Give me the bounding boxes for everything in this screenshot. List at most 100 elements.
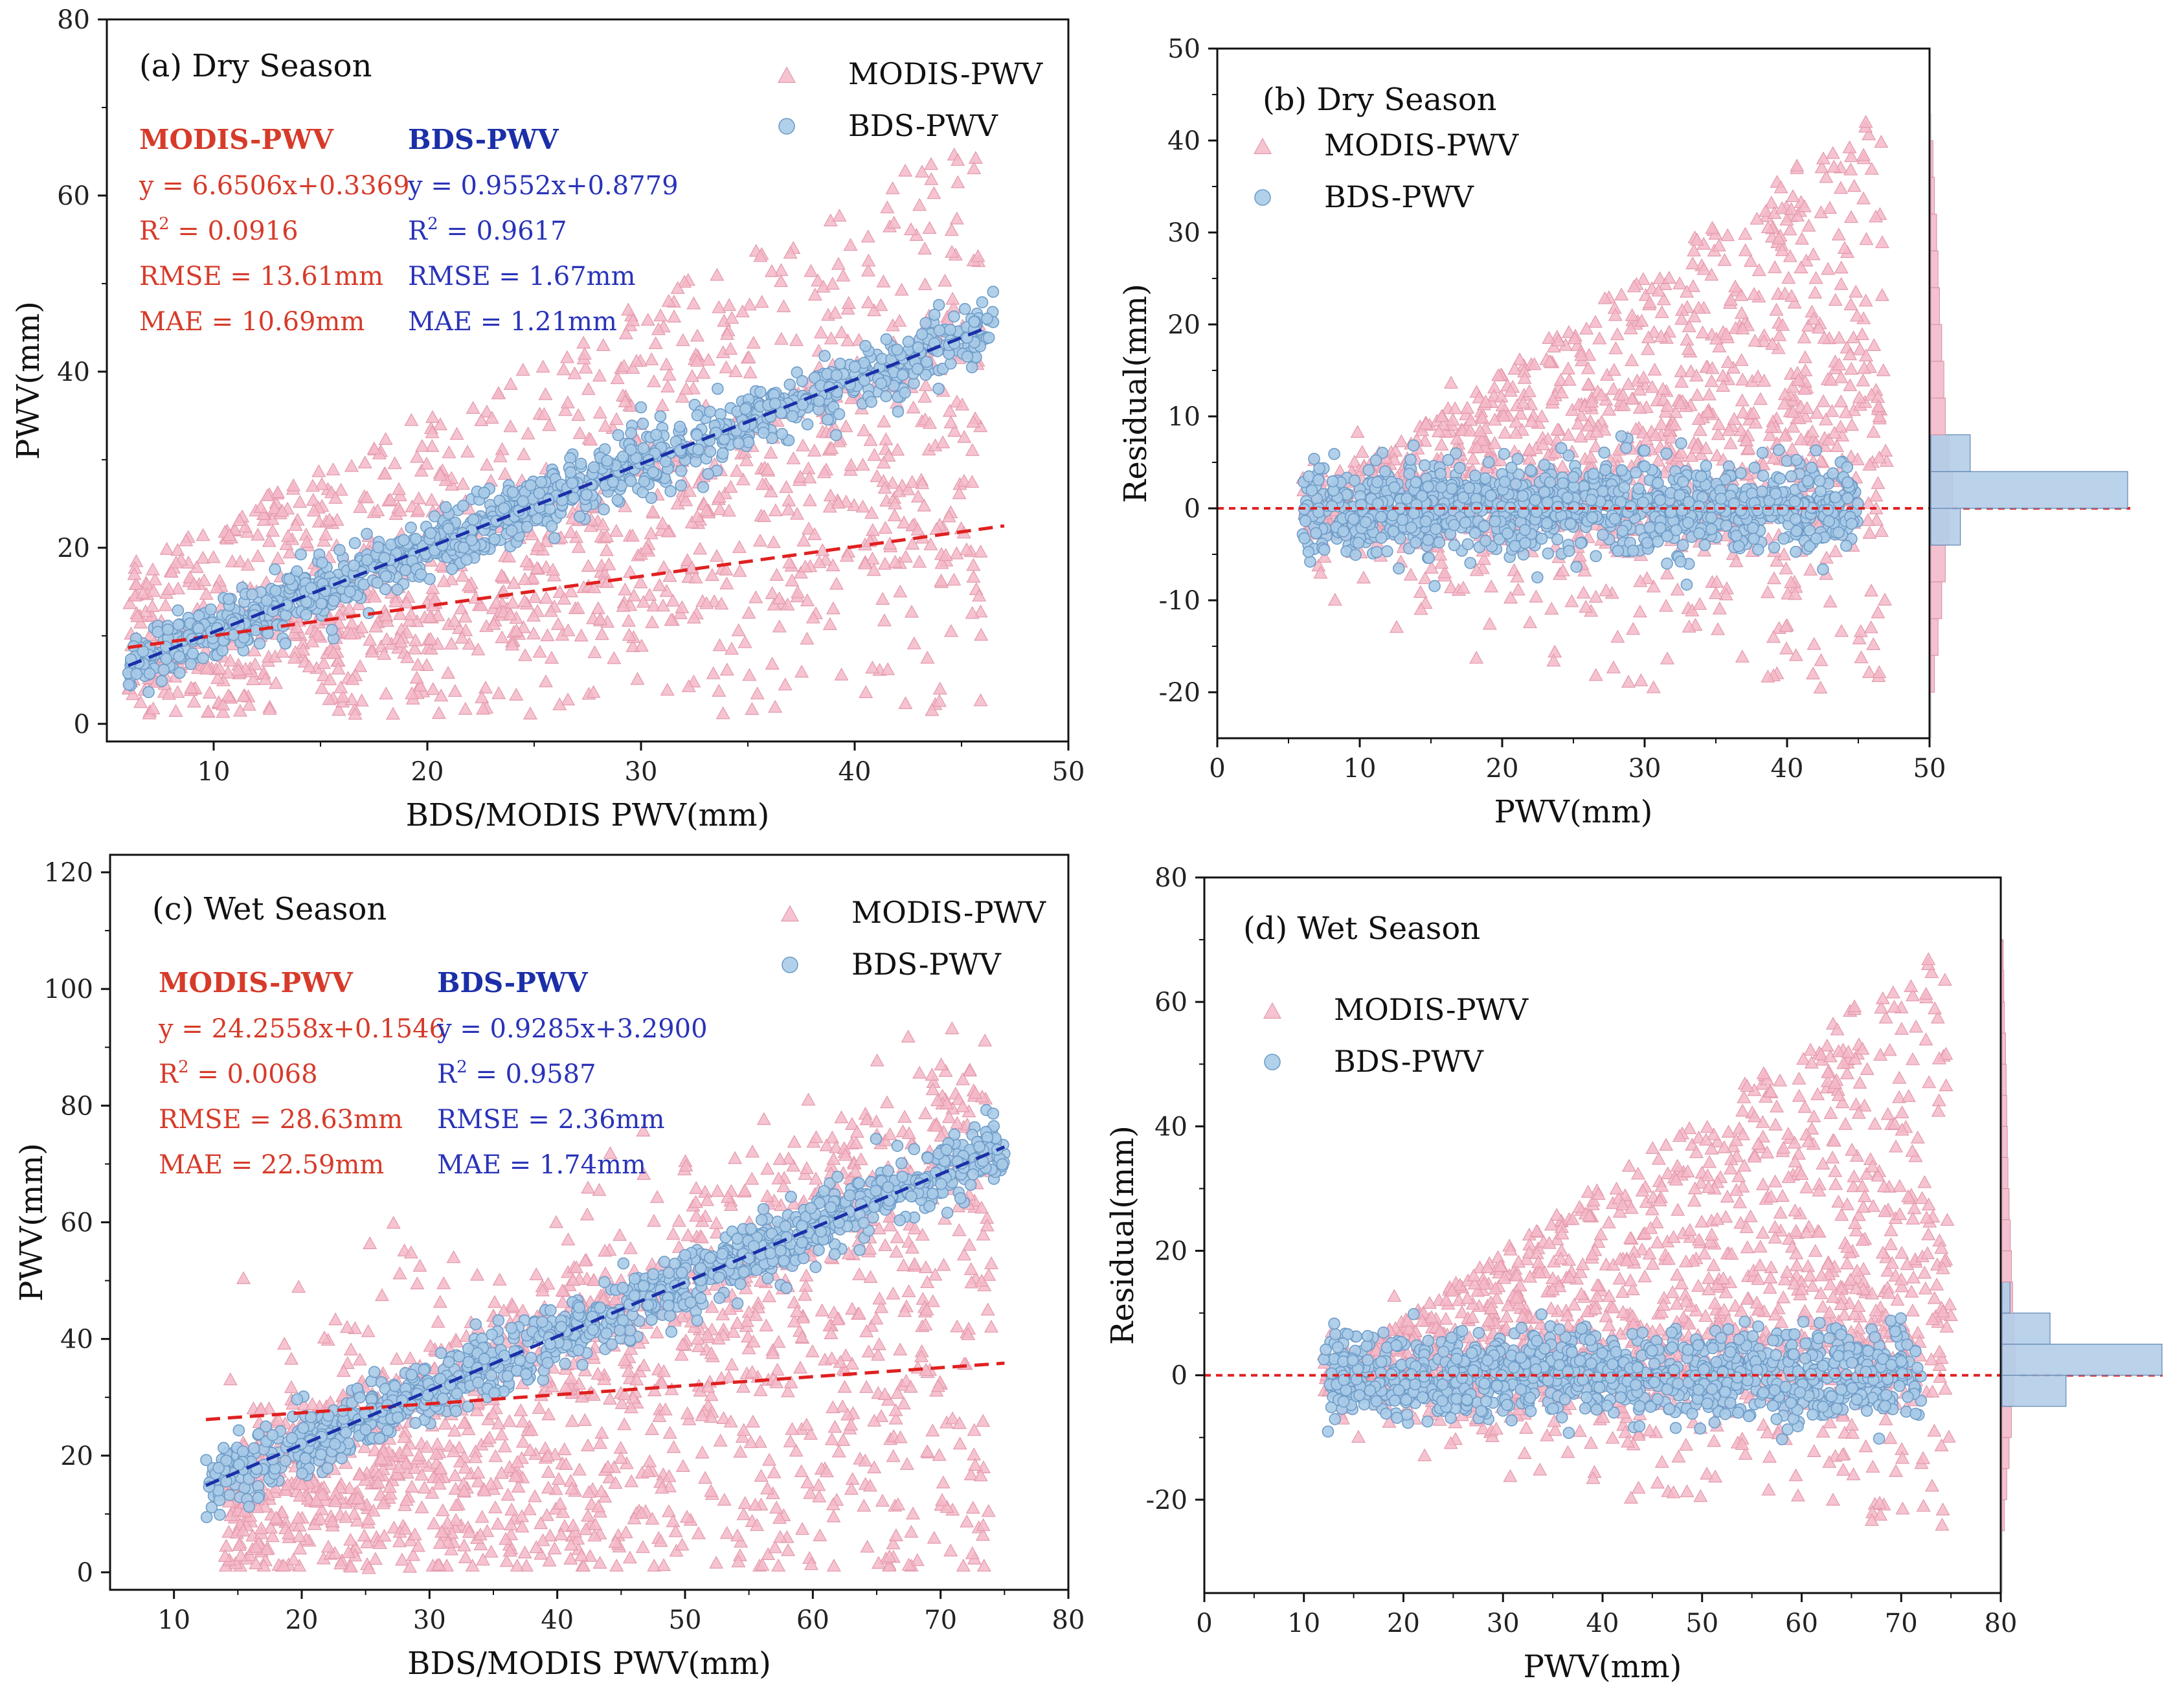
modis-point — [743, 365, 758, 379]
modis-point — [560, 395, 575, 409]
bds-point — [414, 568, 427, 581]
modis-point — [444, 637, 459, 650]
modis-point — [807, 288, 822, 301]
modis-point — [542, 418, 557, 431]
modis-point — [1852, 342, 1867, 356]
modis-point — [725, 311, 739, 324]
modis-point — [1496, 409, 1511, 422]
bds-point — [269, 563, 281, 576]
modis-point — [419, 457, 434, 470]
modis-point — [646, 374, 661, 387]
modis-point — [600, 529, 614, 542]
bds-point — [1396, 514, 1409, 526]
modis-point — [1527, 357, 1542, 370]
bds-point — [1422, 481, 1434, 493]
modis-point — [774, 274, 789, 288]
modis-point — [781, 502, 796, 515]
modis-point — [1357, 571, 1371, 584]
modis-point — [714, 596, 729, 610]
modis-point — [1739, 433, 1754, 446]
bds-point — [143, 667, 156, 680]
modis-point — [466, 401, 480, 414]
modis-point — [732, 563, 747, 577]
modis-point — [1588, 439, 1603, 453]
bds-point — [1485, 489, 1497, 502]
bds-point — [1433, 504, 1446, 517]
bds-point — [1428, 580, 1441, 593]
bds-point — [702, 468, 714, 481]
bds-point — [829, 429, 842, 442]
modis-point — [317, 656, 332, 670]
modis-point — [1548, 644, 1562, 658]
modis-point — [1779, 561, 1794, 574]
modis-point — [934, 556, 949, 569]
modis-point — [805, 610, 820, 624]
bds-stats-eq: y = 0.9552x+0.8779 — [407, 171, 679, 201]
x-tick-label: 10 — [197, 757, 231, 787]
modis-point — [1847, 179, 1862, 192]
modis-point — [625, 313, 640, 326]
modis-point — [662, 569, 677, 582]
modis-point — [616, 598, 631, 612]
modis-point — [1647, 363, 1662, 376]
bds-point — [1587, 468, 1600, 480]
modis-point — [607, 651, 622, 664]
modis-point — [414, 464, 429, 477]
modis-point — [1827, 425, 1842, 439]
modis-point — [591, 601, 605, 615]
modis-point — [1599, 583, 1614, 596]
bds-point — [1422, 534, 1434, 547]
modis-point — [1610, 629, 1625, 643]
modis-point — [1769, 302, 1784, 316]
modis-point — [897, 515, 912, 528]
modis-point — [1584, 394, 1599, 408]
bds-point — [488, 533, 501, 545]
modis-point — [348, 707, 363, 720]
modis-point — [1799, 401, 1814, 414]
modis-point — [286, 626, 302, 639]
modis-point — [1871, 399, 1886, 413]
bds-point — [1674, 555, 1687, 568]
modis-point — [379, 686, 394, 700]
modis-point — [800, 593, 815, 607]
y-tick-label: 10 — [1167, 402, 1200, 432]
modis-point — [1680, 284, 1694, 298]
hist-bds-bar — [1930, 508, 1961, 546]
modis-point — [724, 642, 739, 655]
bds-point — [361, 554, 374, 566]
modis-point — [408, 633, 423, 646]
bds-point — [399, 564, 412, 576]
modis-point — [530, 561, 545, 574]
bds-point — [1821, 504, 1834, 516]
modis-point — [887, 508, 902, 521]
modis-point — [1579, 600, 1593, 613]
bds-stats-rmse: RMSE = 1.67mm — [408, 262, 636, 291]
modis-point — [936, 435, 951, 449]
modis-point — [1443, 580, 1458, 594]
modis-point — [354, 694, 369, 707]
bds-point — [1730, 530, 1742, 542]
modis-point — [1389, 620, 1404, 633]
modis-point — [538, 674, 554, 688]
modis-point — [741, 605, 756, 619]
modis-point — [1625, 308, 1639, 321]
bds-point — [739, 403, 752, 415]
modis-point — [1801, 319, 1816, 332]
modis-point — [413, 678, 428, 692]
x-tick-label: 40 — [1771, 754, 1804, 784]
bds-point — [1430, 523, 1442, 536]
modis-point — [807, 527, 822, 540]
modis-point — [1794, 260, 1808, 274]
modis-point — [1478, 394, 1493, 408]
modis-stats-eq: y = 6.6506x+0.3369 — [139, 171, 410, 201]
modis-point — [1813, 681, 1828, 694]
bds-point — [155, 675, 168, 687]
modis-point — [618, 326, 633, 339]
bds-point — [580, 488, 593, 501]
bds-point — [611, 493, 624, 506]
bds-point — [976, 296, 989, 309]
bds-point — [1756, 446, 1769, 459]
bds-point — [478, 486, 491, 499]
modis-point — [425, 410, 440, 424]
y-tick-label: 20 — [57, 534, 90, 563]
